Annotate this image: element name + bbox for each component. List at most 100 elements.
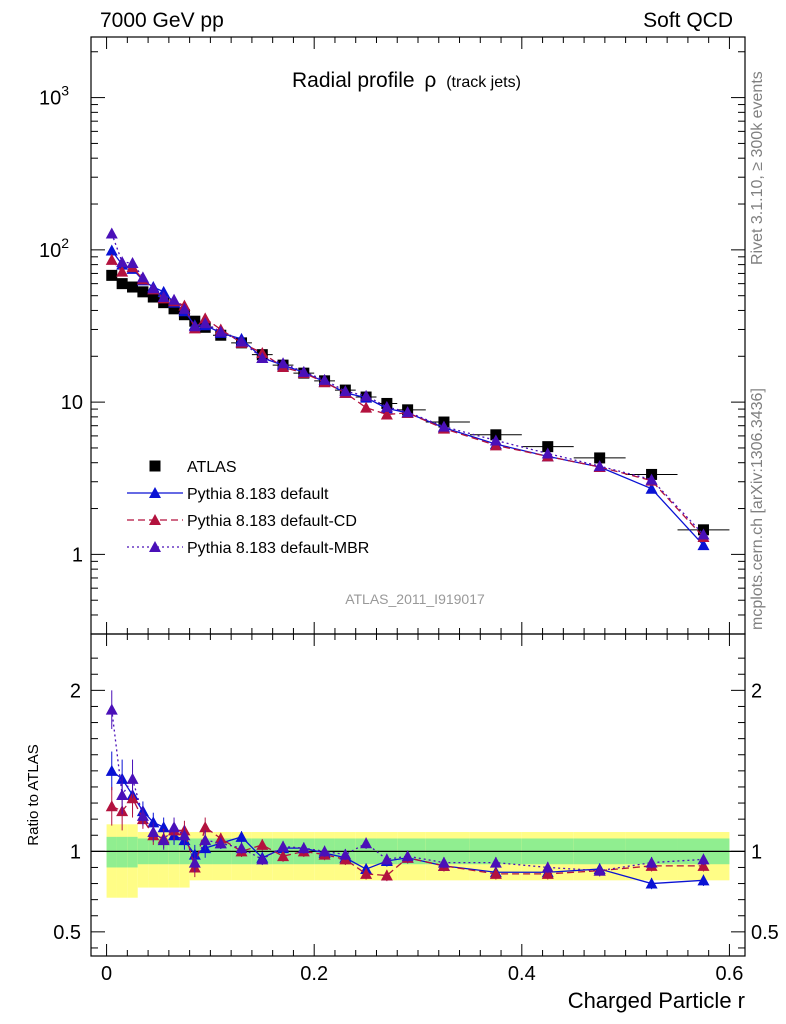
ratio-data-point xyxy=(697,859,710,871)
ratio-data-point xyxy=(178,829,191,841)
ratio-data-point xyxy=(360,867,373,879)
header-left-label: 7000 GeV pp xyxy=(100,9,224,32)
ratio-data-point xyxy=(380,869,393,881)
data-point xyxy=(542,441,554,453)
x-tick-label: 0.4 xyxy=(508,963,536,985)
ratio-data-point xyxy=(541,867,554,879)
ratio-data-point xyxy=(168,821,181,833)
uncertainty-band-inner xyxy=(106,836,117,868)
uncertainty-band-inner xyxy=(116,836,128,868)
data-point xyxy=(157,291,170,303)
ratio-data-point xyxy=(147,816,160,828)
legend-marker xyxy=(149,541,161,552)
ratio-data-point xyxy=(277,850,290,862)
data-point xyxy=(168,303,180,315)
data-point xyxy=(137,286,149,298)
uncertainty-band-inner xyxy=(127,836,138,868)
y-tick-exponent: 3 xyxy=(61,83,69,99)
plot-title: Radial profile ρ (track jets) xyxy=(292,69,521,92)
ratio-data-point xyxy=(380,853,393,865)
ratio-data-point xyxy=(593,864,606,876)
ratio-data-point xyxy=(199,834,212,846)
legend-label: Pythia 8.183 default-CD xyxy=(187,513,357,530)
legend-marker xyxy=(149,514,161,525)
ratio-data-point xyxy=(277,840,290,852)
data-point xyxy=(489,434,502,446)
ratio-plot: 0 0.2 0.4 0.6 0.5 0.5 1 1 2 2 xyxy=(53,633,779,985)
x-tick-label: 0 xyxy=(101,963,112,985)
ratio-data-point xyxy=(157,821,170,833)
data-point xyxy=(541,447,554,459)
data-point xyxy=(235,335,248,347)
data-point xyxy=(214,325,227,337)
data-point xyxy=(127,281,139,293)
data-point xyxy=(168,293,181,305)
data-point xyxy=(116,265,129,277)
series-3 xyxy=(105,227,710,540)
data-point xyxy=(437,420,450,432)
data-point xyxy=(178,302,191,314)
y-tick-exponent: 2 xyxy=(61,235,69,251)
data-point xyxy=(147,282,160,294)
plot-title-main: Radial profile xyxy=(292,69,415,92)
y-tick-label: 2 xyxy=(70,680,81,702)
ratio-data-point xyxy=(489,867,502,879)
ratio-data-point xyxy=(199,821,212,833)
data-point xyxy=(318,373,331,385)
data-point xyxy=(339,385,352,397)
y-tick-label-right: 1 xyxy=(751,841,762,863)
data-point xyxy=(645,473,658,485)
y-tick-label: 102 xyxy=(39,235,69,262)
y-tick-label: 103 xyxy=(39,83,69,110)
mcplots-label: mcplots.cern.ch [arXiv:1306.3436] xyxy=(749,388,766,630)
ratio-data-point xyxy=(105,703,118,715)
y-tick-label: 1 xyxy=(72,544,83,566)
ratio-data-point xyxy=(697,853,710,865)
data-point xyxy=(136,271,149,283)
ratio-series-2 xyxy=(105,690,710,877)
data-point xyxy=(593,460,606,472)
series-1 xyxy=(105,244,710,551)
ratio-data-point xyxy=(489,856,502,868)
data-point xyxy=(594,452,606,464)
ratio-data-point xyxy=(147,826,160,838)
x-tick-label: 0.6 xyxy=(716,963,744,985)
ratio-data-point xyxy=(697,874,710,886)
plot-title-symbol: ρ xyxy=(424,69,436,92)
y-tick-label: 1 xyxy=(70,841,81,863)
data-point xyxy=(105,227,118,239)
ratio-plot-frame xyxy=(90,633,746,957)
ratio-data-point xyxy=(645,877,658,889)
data-point xyxy=(697,528,710,540)
y-tick-label-right: 0.5 xyxy=(751,922,779,944)
data-point xyxy=(697,539,710,551)
ratio-data-point xyxy=(188,856,201,868)
ratio-data-point xyxy=(105,764,118,776)
data-point xyxy=(199,317,212,329)
data-point xyxy=(106,269,118,281)
ratio-data-point xyxy=(105,800,118,812)
y-axis-label-ratio: Ratio to ATLAS xyxy=(25,744,42,845)
data-point xyxy=(116,256,129,268)
legend-label: Pythia 8.183 default xyxy=(187,486,329,503)
rivet-version-label: Rivet 3.1.10, ≥ 300k events xyxy=(749,71,766,265)
ratio-data-point xyxy=(360,837,373,849)
legend-marker xyxy=(149,460,161,472)
ratio-data-point xyxy=(541,861,554,873)
data-point xyxy=(380,408,393,420)
legend-marker xyxy=(149,487,161,498)
legend-label: ATLAS xyxy=(187,459,237,476)
data-point xyxy=(401,406,414,418)
data-point xyxy=(277,357,290,369)
header-right-label: Soft QCD xyxy=(643,9,733,32)
data-point xyxy=(116,278,128,290)
ratio-data-point xyxy=(116,789,129,800)
ratio-data-point xyxy=(235,830,248,842)
data-point xyxy=(360,401,373,413)
ratio-data-point xyxy=(339,848,352,860)
data-point xyxy=(105,244,118,256)
ratio-data-point xyxy=(437,856,450,868)
x-tick-label: 0.2 xyxy=(300,963,328,985)
analysis-watermark: ATLAS_2011_I919017 xyxy=(345,591,485,607)
